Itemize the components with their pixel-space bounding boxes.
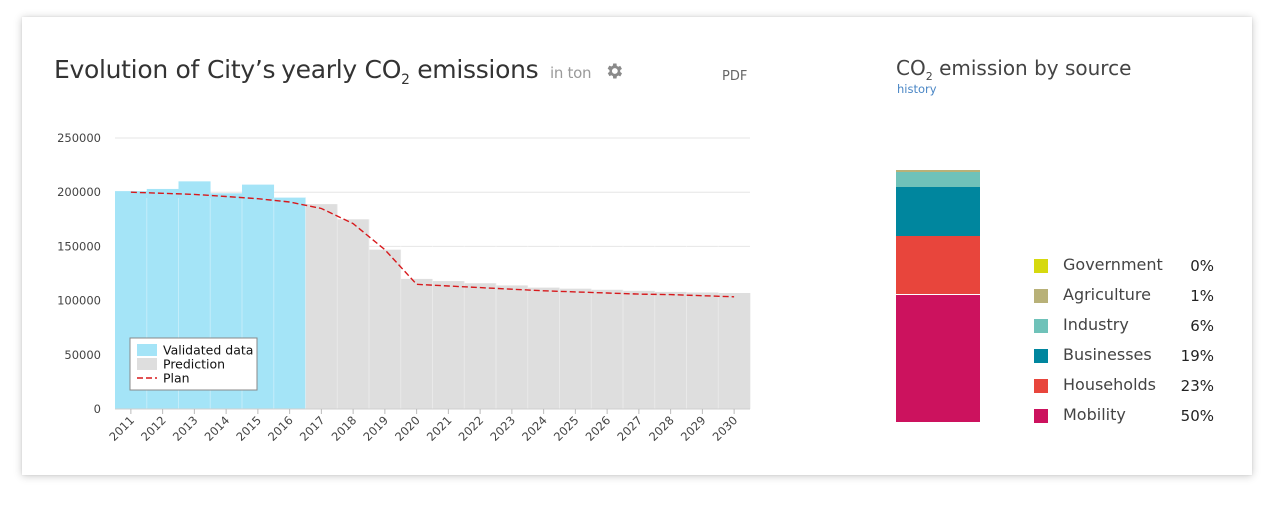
x-tick-label: 2023 — [487, 413, 518, 444]
legend-item-businesses: Businesses 19% — [1034, 345, 1214, 375]
title-text: yearly CO — [281, 55, 402, 84]
legend-label: Validated data — [163, 343, 253, 358]
x-tick-label: 2027 — [614, 413, 645, 444]
bar — [432, 281, 465, 409]
x-tick-label: 2013 — [170, 413, 201, 444]
gear-icon[interactable] — [604, 61, 624, 81]
legend-percent: 23% — [1180, 377, 1214, 395]
bar — [527, 287, 560, 409]
y-tick-label: 250000 — [57, 131, 101, 145]
legend-swatch — [137, 358, 157, 370]
stack-segment-industry — [896, 172, 980, 188]
bar — [496, 285, 529, 409]
legend-swatch — [1034, 259, 1048, 273]
y-tick-label: 150000 — [57, 239, 101, 253]
y-tick-label: 0 — [94, 402, 101, 416]
title-text: emission by source — [939, 56, 1132, 80]
bar — [654, 291, 687, 409]
bar — [369, 249, 402, 409]
bar — [686, 292, 719, 409]
x-tick-label: 2015 — [233, 413, 264, 444]
legend-label: Agriculture — [1063, 285, 1151, 304]
legend-label: Households — [1063, 375, 1157, 394]
bar — [464, 283, 497, 409]
x-tick-label: 2020 — [392, 413, 423, 444]
title-text: Evolution of — [54, 55, 200, 84]
x-tick-label: 2025 — [551, 413, 582, 444]
x-tick-label: 2028 — [646, 413, 677, 444]
history-link[interactable]: history — [897, 82, 937, 96]
plan-line — [130, 191, 735, 298]
title-text: CO — [896, 56, 926, 80]
legend-label: Industry — [1063, 315, 1129, 334]
x-tick-label: 2012 — [138, 413, 169, 444]
bar — [400, 278, 433, 409]
bar — [559, 288, 592, 409]
stack-segment-agriculture — [896, 169, 980, 173]
legend-label: Government — [1063, 255, 1163, 274]
x-tick-label: 2014 — [202, 413, 233, 444]
bar — [305, 204, 338, 409]
bar — [337, 219, 370, 409]
city-name: City’s — [207, 55, 276, 84]
legend-swatch — [1034, 319, 1048, 333]
stack-segment-households — [896, 235, 980, 295]
y-tick-label: 200000 — [57, 185, 101, 199]
title-subscript: 2 — [401, 72, 410, 89]
legend-percent: 0% — [1190, 257, 1214, 275]
legend-item-agriculture: Agriculture 1% — [1034, 285, 1214, 315]
legend-swatch — [1034, 289, 1048, 303]
x-tick-label: 2024 — [519, 413, 550, 444]
legend-label: Prediction — [163, 357, 225, 372]
y-tick-label: 50000 — [64, 348, 101, 362]
stack-segment-businesses — [896, 187, 980, 236]
legend-swatch — [1034, 349, 1048, 363]
legend-swatch — [137, 344, 157, 356]
legend-swatch — [1034, 409, 1048, 423]
unit-label: in ton — [550, 64, 592, 82]
x-tick-label: 2021 — [424, 413, 455, 444]
source-legend: Government 0% Agriculture 1% Industry 6% Busin… — [1034, 255, 1214, 435]
source-chart-title: CO2 emission by source — [896, 56, 1132, 83]
legend-percent: 6% — [1190, 317, 1214, 335]
legend-percent: 1% — [1190, 287, 1214, 305]
legend-percent: 50% — [1180, 407, 1214, 425]
source-stacked-bar — [896, 167, 980, 422]
x-tick-label: 2011 — [106, 413, 137, 444]
legend-label: Businesses — [1063, 345, 1152, 364]
y-tick-label: 100000 — [57, 294, 101, 308]
chart-title: Evolution of City’s yearly CO2 emissions i… — [54, 55, 592, 87]
x-tick-label: 2018 — [329, 413, 360, 444]
legend-item-households: Households 23% — [1034, 375, 1214, 405]
x-tick-label: 2016 — [265, 413, 296, 444]
title-text: emissions — [417, 55, 539, 84]
bar — [623, 290, 656, 409]
x-tick-label: 2030 — [710, 413, 741, 444]
pdf-export-button[interactable]: PDF — [722, 69, 748, 84]
emissions-card: Evolution of City’s yearly CO2 emissions i… — [22, 17, 1252, 475]
bar — [273, 197, 306, 409]
bar — [718, 293, 751, 409]
title-subscript: 2 — [925, 69, 933, 83]
legend-item-mobility: Mobility 50% — [1034, 405, 1214, 435]
legend-swatch — [1034, 379, 1048, 393]
legend-item-government: Government 0% — [1034, 255, 1214, 285]
legend-item-industry: Industry 6% — [1034, 315, 1214, 345]
stack-segment-mobility — [896, 294, 980, 422]
legend-percent: 19% — [1180, 347, 1214, 365]
x-tick-label: 2022 — [456, 413, 487, 444]
x-tick-label: 2017 — [297, 413, 328, 444]
legend-label: Plan — [163, 371, 190, 386]
x-tick-label: 2029 — [678, 413, 709, 444]
x-tick-label: 2019 — [360, 413, 391, 444]
bar — [591, 289, 624, 409]
x-tick-label: 2026 — [583, 413, 614, 444]
legend-label: Mobility — [1063, 405, 1126, 424]
